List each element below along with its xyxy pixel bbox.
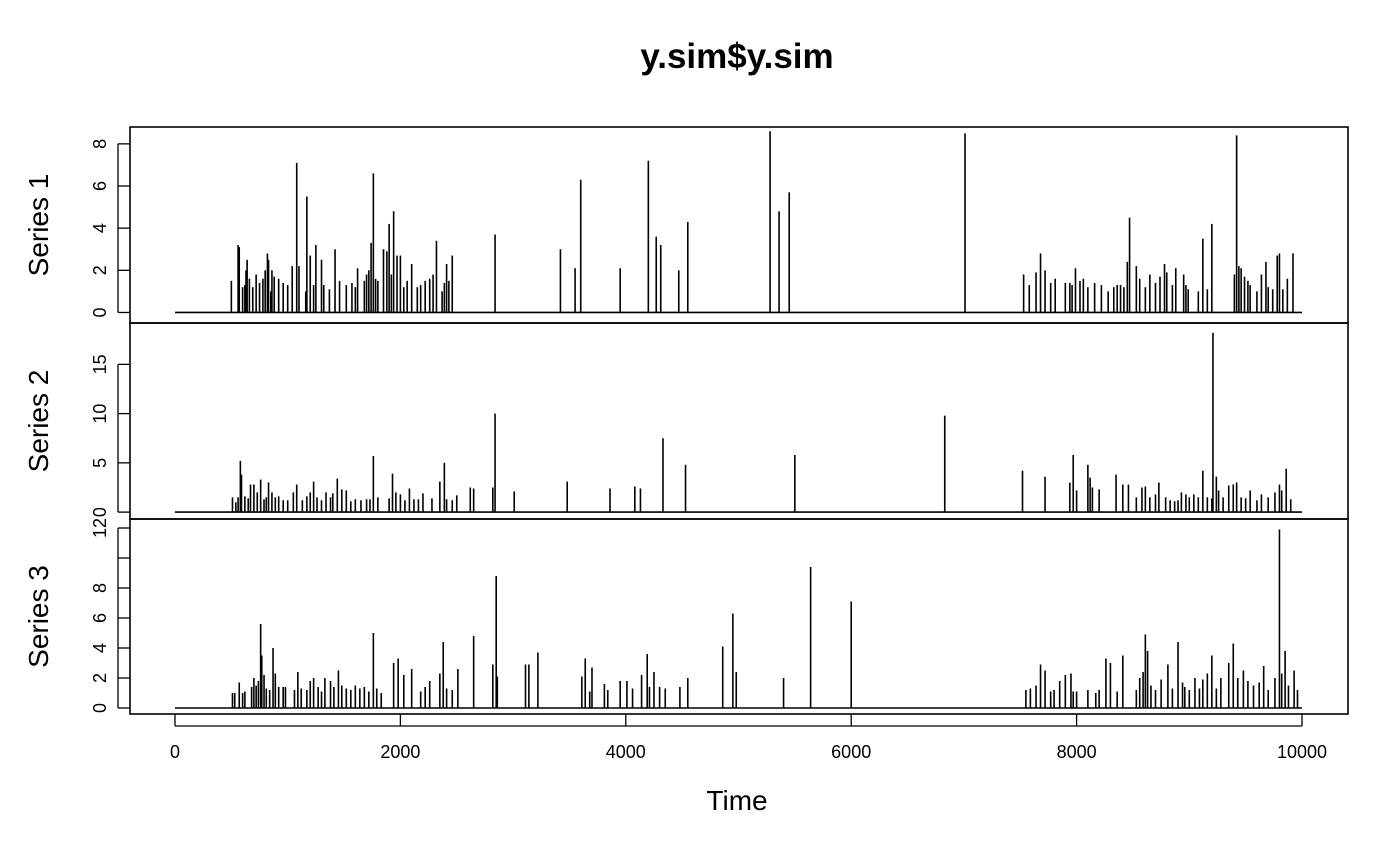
y-tick-label: 2: [90, 265, 110, 275]
y-tick-label: 8: [90, 139, 110, 149]
panel-label: Series 2: [23, 370, 54, 473]
y-axis-2: 0 5 10 15: [90, 354, 130, 517]
panel-label: Series 1: [23, 174, 54, 277]
x-tick-label: 10000: [1277, 742, 1327, 762]
y-tick-label: 5: [90, 458, 110, 468]
x-tick-label: 0: [170, 742, 180, 762]
panel-1: 0 2 4 6 8 Series 1: [23, 126, 1349, 324]
y-axis-1: 0 2 4 6 8: [90, 139, 130, 317]
panel-2: 0 5 10 15 Series 2: [23, 322, 1349, 520]
y-tick-label: 8: [90, 583, 110, 593]
x-axis-label: Time: [706, 785, 767, 816]
y-tick-label: 15: [90, 354, 110, 374]
y-axis-3: 0 2 4 6 8 12: [90, 518, 130, 713]
y-tick-label: 12: [90, 518, 110, 538]
panel-frame: [129, 322, 1349, 520]
panel-3: 0 2 4 6 8 12 Series 3: [23, 518, 1349, 715]
panel-label: Series 3: [23, 565, 54, 668]
x-axis: 0 2000 4000 6000 8000 10000: [170, 714, 1327, 762]
x-tick-label: 2000: [380, 742, 420, 762]
y-tick-label: 6: [90, 613, 110, 623]
y-tick-label: 6: [90, 181, 110, 191]
chart-title: y.sim$y.sim: [640, 37, 833, 76]
y-tick-label: 10: [90, 404, 110, 424]
x-tick-label: 8000: [1057, 742, 1097, 762]
series-3-spikes: [231, 529, 1299, 708]
panel-frame: [129, 518, 1349, 715]
x-tick-label: 6000: [831, 742, 871, 762]
y-tick-label: 2: [90, 673, 110, 683]
y-tick-label: 4: [90, 643, 110, 653]
y-tick-label: 0: [90, 703, 110, 713]
y-tick-label: 0: [90, 507, 110, 517]
series-1-spikes: [230, 131, 1294, 313]
y-tick-label: 4: [90, 223, 110, 233]
series-2-spikes: [231, 332, 1292, 513]
panels: 0 2 4 6 8 Series 1 0 5 10 15 Series 2 0 2 4 6 8 12 Series…: [23, 126, 1349, 715]
y-tick-label: 0: [90, 307, 110, 317]
x-tick-label: 4000: [606, 742, 646, 762]
